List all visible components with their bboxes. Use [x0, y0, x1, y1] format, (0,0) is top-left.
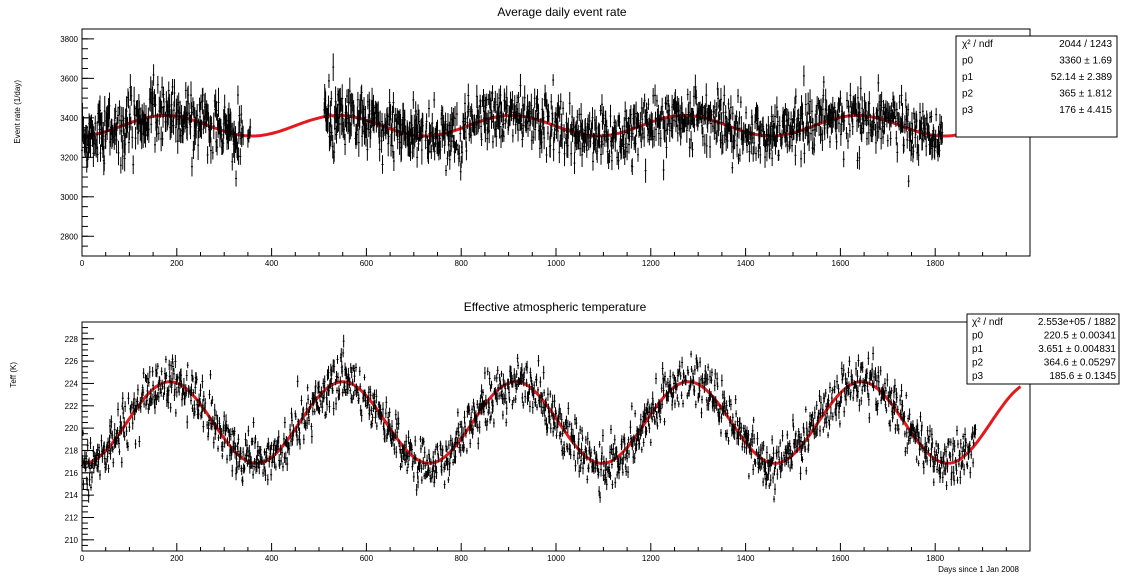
- temperature-panel: Effective atmospheric temperature Teff (…: [9, 300, 1120, 574]
- x-tick-label: 600: [360, 259, 374, 268]
- y-tick-label: 3400: [60, 114, 78, 123]
- stat-name: p0: [962, 56, 974, 67]
- x-tick-label: 1400: [737, 259, 755, 268]
- data-points-layer: [81, 334, 977, 503]
- y-tick-label: 2800: [60, 232, 78, 241]
- stats-box-frame: [955, 35, 1118, 138]
- stat-name: p1: [962, 72, 974, 83]
- x-tick-label: 400: [265, 259, 279, 268]
- y-axis-label: Teff (K): [9, 362, 18, 388]
- stat-value: 3360 ± 1.69: [1059, 56, 1112, 67]
- stat-name: χ² / ndf: [962, 39, 993, 50]
- y-tick-label: 3800: [60, 35, 78, 44]
- stat-name: p3: [962, 105, 974, 116]
- data-points-layer: [81, 53, 944, 188]
- chart-title: Effective atmospheric temperature: [464, 300, 647, 314]
- chart-title: Average daily event rate: [497, 5, 627, 19]
- stat-value: 176 ± 4.415: [1059, 105, 1112, 116]
- event-rate-panel: Average daily event rate Event rate (1/d…: [13, 5, 1118, 268]
- y-tick-label: 3600: [60, 74, 78, 83]
- y-tick-label: 3000: [60, 193, 78, 202]
- stat-value: 365 ± 1.812: [1059, 89, 1112, 100]
- y-tick-label: 3200: [60, 153, 78, 162]
- x-tick-label: 1000: [547, 259, 565, 268]
- x-tick-label: 200: [170, 259, 184, 268]
- x-tick-label: 0: [80, 259, 85, 268]
- axes: 0 200 400 600 800 1000 1200 1400 1600 1800 2800 300…: [60, 28, 1031, 268]
- stat-value: 52.14 ± 2.389: [1051, 72, 1113, 83]
- stats-box: χ² / ndf 2044 / 1243 p0 3360 ± 1.69 p1 52.14 …: [955, 35, 1118, 138]
- y-axis-label: Event rate (1/day): [13, 80, 22, 144]
- x-tick-label: 1600: [832, 259, 850, 268]
- stat-name: p2: [962, 89, 974, 100]
- stat-value: 2044 / 1243: [1059, 39, 1112, 50]
- x-tick-label: 1800: [926, 259, 944, 268]
- x-tick-label: 1200: [642, 259, 660, 268]
- x-tick-label: 800: [455, 259, 469, 268]
- x-axis-label: Days since 1 Jan 2008: [938, 565, 1019, 574]
